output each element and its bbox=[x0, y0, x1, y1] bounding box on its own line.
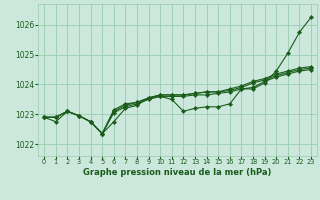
X-axis label: Graphe pression niveau de la mer (hPa): Graphe pression niveau de la mer (hPa) bbox=[84, 168, 272, 177]
